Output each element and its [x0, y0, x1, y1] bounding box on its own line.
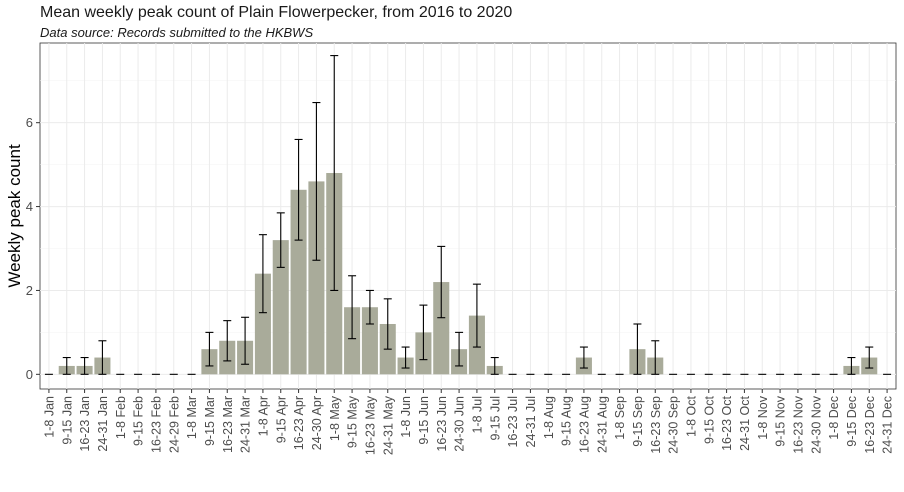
- x-tick-label: 1-8 Jan: [42, 396, 56, 438]
- x-tick-label: 16-23 Sep: [649, 396, 663, 454]
- x-tick-label: 24-31 Dec: [881, 396, 895, 454]
- plot-panel: [39, 42, 897, 390]
- x-tick-label: 9-15 Apr: [274, 396, 288, 443]
- grid-layer: [40, 43, 896, 389]
- x-tick-label: 9-15 Nov: [774, 395, 788, 446]
- x-tick-label: 1-8 Dec: [827, 396, 841, 440]
- x-tick-label: 24-31 Mar: [239, 396, 253, 453]
- x-tick-label: 16-23 Jun: [435, 396, 449, 452]
- tick-layer: 0 2 4 6 1-8 Jan 9-15 Jan 16-23 Jan 24-31 Jan 1-8…: [26, 115, 895, 455]
- bar: [433, 282, 450, 375]
- x-tick-label: 24-29 Feb: [167, 396, 181, 453]
- x-tick-label: 16-23 Dec: [863, 396, 877, 454]
- x-tick-label: 24-31 Aug: [595, 396, 609, 453]
- bar: [361, 307, 378, 375]
- error-bar-layer: [44, 55, 892, 375]
- x-tick-label: 1-8 Jul: [470, 396, 484, 434]
- x-tick-label: 16-23 Apr: [292, 396, 306, 450]
- x-tick-label: 24-30 Nov: [809, 395, 823, 453]
- bar: [272, 240, 289, 375]
- x-tick-label: 24-31 Oct: [738, 395, 752, 450]
- x-tick-label: 9-15 Jul: [488, 396, 502, 440]
- x-tick-label: 1-8 Mar: [185, 396, 199, 439]
- x-tick-label: 1-8 Oct: [684, 395, 698, 437]
- x-tick-label: 24-30 Apr: [310, 396, 324, 450]
- bar: [344, 307, 361, 375]
- x-tick-label: 1-8 Feb: [114, 396, 128, 439]
- y-axis-label: Weekly peak count: [5, 144, 24, 288]
- x-tick-label: 9-15 Aug: [560, 396, 574, 446]
- y-tick-label: 0: [26, 367, 33, 382]
- x-tick-label: 1-8 Apr: [256, 396, 270, 436]
- x-tick-label: 1-8 Jun: [399, 396, 413, 438]
- y-tick-label: 4: [26, 199, 33, 214]
- x-tick-label: 24-30 Jun: [453, 396, 467, 452]
- chart-title: Mean weekly peak count of Plain Flowerpe…: [40, 4, 513, 21]
- x-tick-label: 16-23 Aug: [577, 396, 591, 453]
- x-tick-label: 16-23 Nov: [791, 395, 805, 453]
- x-tick-label: 16-23 Jan: [78, 396, 92, 452]
- x-tick-label: 16-23 Jul: [506, 396, 520, 447]
- y-tick-label: 6: [26, 115, 33, 130]
- x-tick-label: 16-23 Oct: [720, 395, 734, 450]
- x-tick-label: 1-8 Sep: [613, 396, 627, 440]
- x-tick-label: 24-31 Jul: [524, 396, 538, 447]
- bar: [290, 189, 307, 375]
- x-tick-label: 9-15 Jan: [60, 396, 74, 445]
- x-tick-label: 1-8 Aug: [542, 396, 556, 439]
- x-tick-label: 9-15 Jun: [417, 396, 431, 445]
- x-tick-label: 16-23 May: [363, 395, 377, 455]
- x-tick-label: 9-15 May: [346, 395, 360, 448]
- y-tick-label: 2: [26, 283, 33, 298]
- bar: [308, 181, 325, 375]
- x-tick-label: 9-15 Feb: [132, 396, 146, 446]
- x-tick-label: 16-23 Feb: [149, 396, 163, 453]
- x-tick-label: 9-15 Dec: [845, 396, 859, 447]
- x-tick-label: 1-8 May: [328, 395, 342, 441]
- x-tick-label: 1-8 Nov: [756, 395, 770, 440]
- x-tick-label: 16-23 Mar: [221, 396, 235, 453]
- x-tick-label: 9-15 Oct: [702, 395, 716, 443]
- x-tick-label: 9-15 Sep: [631, 396, 645, 447]
- x-tick-label: 9-15 Mar: [203, 396, 217, 446]
- bar: [254, 273, 271, 375]
- chart-subtitle: Data source: Records submitted to the HK…: [40, 25, 314, 40]
- x-tick-label: 24-31 May: [381, 395, 395, 455]
- x-tick-label: 24-30 Sep: [667, 396, 681, 454]
- x-tick-label: 24-31 Jan: [96, 396, 110, 452]
